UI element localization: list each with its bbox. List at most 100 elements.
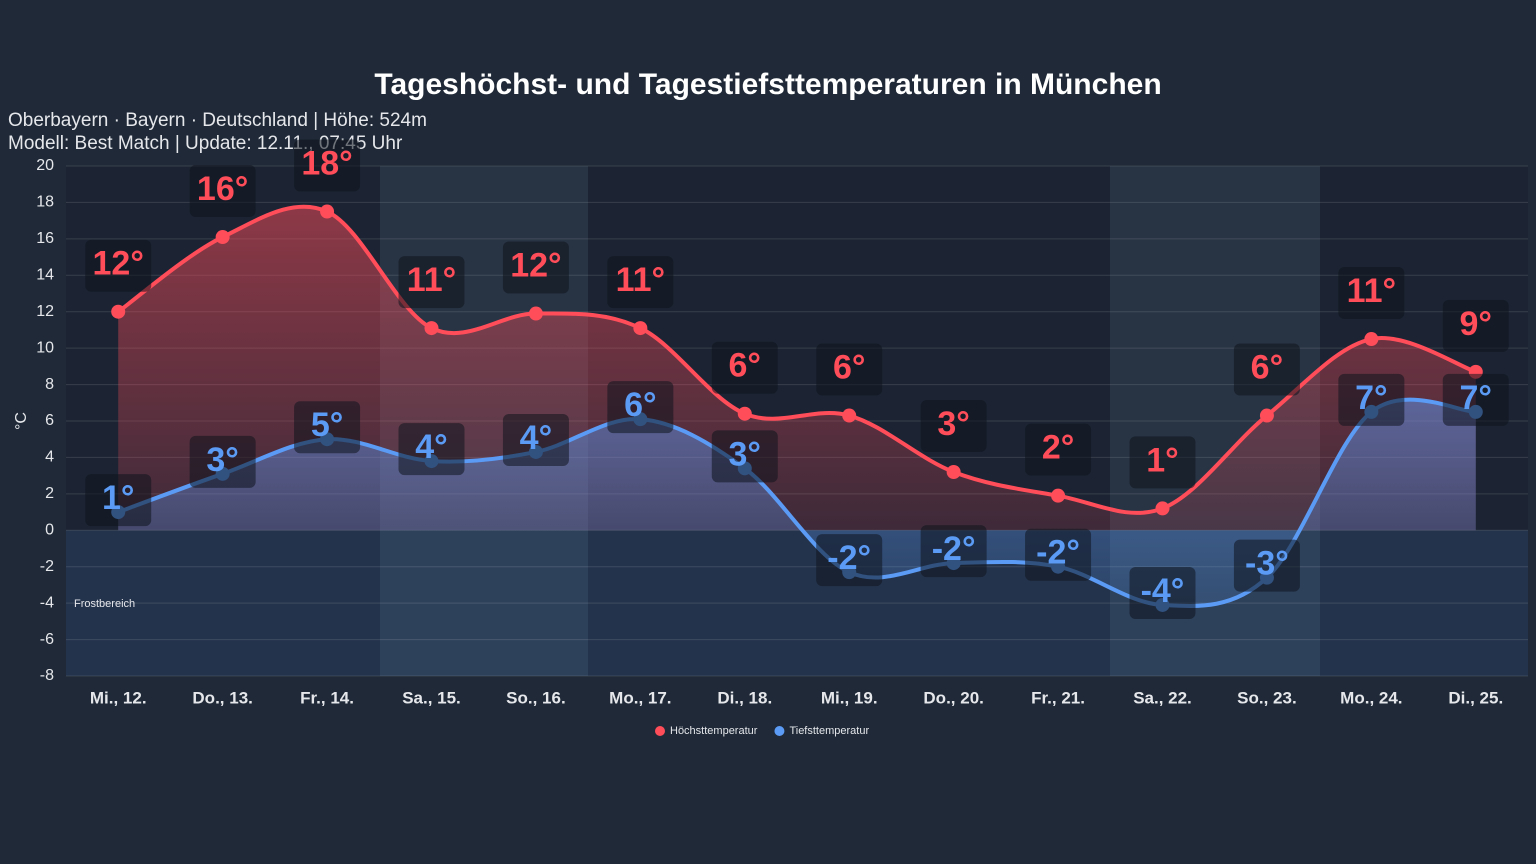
value-label: 4° xyxy=(520,419,553,457)
value-label: 11° xyxy=(616,261,666,299)
label-box xyxy=(398,423,465,476)
x-tick-label: Mi., 12. xyxy=(90,688,147,707)
x-tick-label: Mi., 19. xyxy=(821,688,878,707)
value-label: -2° xyxy=(827,539,871,577)
x-tick-label: Sa., 22. xyxy=(1133,688,1192,707)
label-box xyxy=(1025,423,1092,476)
point xyxy=(946,465,961,479)
point xyxy=(1364,332,1379,347)
value-label: -3° xyxy=(1245,545,1289,583)
x-tick-label: Mo., 17. xyxy=(609,688,671,707)
y-tick-label: 14 xyxy=(36,267,54,284)
label-box xyxy=(1442,373,1509,426)
label-box xyxy=(1129,566,1196,619)
value-label: 11° xyxy=(1347,272,1397,310)
value-label: 6° xyxy=(1251,349,1284,387)
label-box xyxy=(502,241,569,294)
x-tick-label: Fr., 21. xyxy=(1031,688,1085,707)
value-label: 6° xyxy=(624,386,657,424)
value-label: -4° xyxy=(1141,572,1185,610)
area xyxy=(118,399,1476,606)
x-tick-label: Di., 25. xyxy=(1448,688,1503,707)
point xyxy=(424,321,439,336)
label-box xyxy=(1233,539,1300,592)
value-label: 6° xyxy=(729,347,762,385)
value-label: -2° xyxy=(932,530,976,568)
y-tick-label: -2 xyxy=(40,558,54,575)
point xyxy=(215,230,230,245)
value-label: 1° xyxy=(102,479,135,517)
x-tick-label: Do., 20. xyxy=(923,688,983,707)
label-box xyxy=(816,534,883,587)
value-label: 11° xyxy=(407,261,457,299)
point xyxy=(528,306,543,321)
value-label: 1° xyxy=(1146,441,1179,479)
label-box xyxy=(189,165,256,218)
value-label: 4° xyxy=(415,428,448,466)
y-tick-label: 20 xyxy=(36,157,54,174)
legend-label: Höchsttemperatur xyxy=(670,725,758,737)
value-label: 3° xyxy=(729,435,762,473)
x-tick-label: Di., 18. xyxy=(717,688,772,707)
y-tick-label: 8 xyxy=(45,376,54,393)
y-tick-label: 16 xyxy=(36,230,54,247)
x-tick-label: Mo., 24. xyxy=(1340,688,1402,707)
label-box xyxy=(294,401,361,454)
legend-label: Tiefsttemperatur xyxy=(789,725,869,737)
y-tick-label: 18 xyxy=(36,194,54,211)
y-tick-label: 2 xyxy=(45,485,54,502)
y-tick-label: 0 xyxy=(45,522,54,539)
value-label: 6° xyxy=(833,349,866,387)
y-axis-label: °C xyxy=(13,412,30,430)
label-box xyxy=(1025,528,1092,581)
point xyxy=(842,408,857,423)
y-tick-label: 10 xyxy=(36,339,54,356)
value-label: 12° xyxy=(93,245,144,283)
y-tick-label: 6 xyxy=(45,412,54,429)
value-label: 7° xyxy=(1355,379,1388,417)
value-label: 18° xyxy=(301,145,352,183)
value-label: 3° xyxy=(937,405,970,443)
legend-marker xyxy=(774,726,785,736)
x-tick-label: So., 16. xyxy=(506,688,566,707)
x-tick-label: So., 23. xyxy=(1237,688,1297,707)
point xyxy=(1259,408,1274,423)
x-tick-label: Sa., 15. xyxy=(402,688,461,707)
label-box xyxy=(711,341,778,394)
value-label: 7° xyxy=(1460,379,1493,417)
value-label: 3° xyxy=(206,441,239,479)
value-label: 2° xyxy=(1042,429,1075,467)
label-box xyxy=(398,256,465,309)
label-box xyxy=(1338,267,1405,320)
label-box xyxy=(85,474,152,527)
point xyxy=(320,204,335,219)
y-tick-label: 12 xyxy=(36,303,54,320)
label-box xyxy=(294,139,361,192)
label-box xyxy=(1442,299,1509,352)
label-box xyxy=(85,239,152,292)
y-tick-label: -8 xyxy=(40,667,54,684)
annotation: Frostbereich xyxy=(74,598,135,610)
value-label: 9° xyxy=(1460,305,1493,343)
subtitle: Oberbayern · Bayern · Deutschland | Höhe… xyxy=(8,110,427,131)
y-tick-label: 4 xyxy=(45,449,54,466)
x-tick-label: Fr., 14. xyxy=(300,688,354,707)
point xyxy=(737,406,752,421)
label-box xyxy=(816,343,883,396)
label-box xyxy=(920,400,987,452)
y-tick-label: -4 xyxy=(40,594,54,611)
label-box xyxy=(711,430,778,483)
legend-marker xyxy=(655,726,665,736)
y-tick-label: -6 xyxy=(40,631,54,648)
label-box xyxy=(607,381,674,434)
value-label: 5° xyxy=(311,406,344,444)
point xyxy=(111,304,126,319)
label-box xyxy=(607,256,674,309)
label-box xyxy=(1233,343,1300,396)
value-label: 16° xyxy=(197,170,248,208)
x-tick-label: Do., 13. xyxy=(192,688,252,707)
label-box xyxy=(189,435,256,488)
value-label: -2° xyxy=(1036,534,1080,572)
label-box xyxy=(1129,436,1196,489)
